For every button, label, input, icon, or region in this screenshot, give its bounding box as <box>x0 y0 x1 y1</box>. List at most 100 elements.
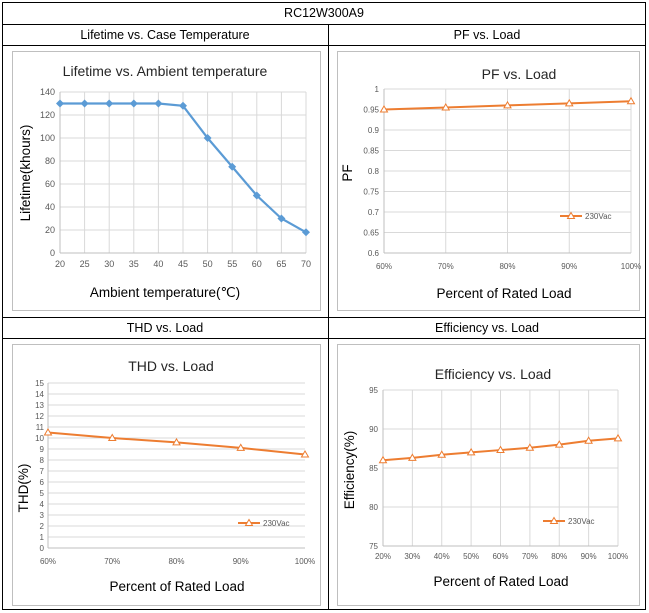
y-tick-label: 120 <box>40 110 55 120</box>
data-point <box>179 101 187 110</box>
y-tick-label: 95 <box>369 386 378 395</box>
x-tick-label: 45 <box>178 259 188 269</box>
x-tick-label: 80% <box>551 552 567 561</box>
data-point <box>408 453 417 461</box>
y-tick-label: 9 <box>40 445 45 454</box>
data-point <box>203 134 212 142</box>
data-point <box>378 455 388 464</box>
table-border-right <box>645 2 646 610</box>
y-tick-label: 0 <box>40 544 45 553</box>
y-tick-label: 0.6 <box>368 249 380 258</box>
x-tick-label: 60% <box>376 262 392 271</box>
legend-label: 230Vac <box>585 212 612 221</box>
x-tick-label: 65 <box>276 259 286 269</box>
y-tick-label: 4 <box>40 500 45 509</box>
legend-marker <box>244 518 254 526</box>
table-line-row1-header <box>2 45 646 46</box>
table-border-bottom <box>2 609 646 610</box>
chart-frame-thd <box>12 344 321 606</box>
chart-frame-pf <box>337 51 640 311</box>
x-tick-label: 20% <box>375 552 391 561</box>
y-tick-label: 0.8 <box>368 167 380 176</box>
data-point <box>228 162 237 171</box>
y-axis-title: Lifetime(khours) <box>18 125 33 222</box>
x-axis-title: Percent of Rated Load <box>436 286 571 301</box>
x-tick-label: 70 <box>301 259 311 269</box>
x-tick-label: 30% <box>404 552 420 561</box>
x-tick-label: 100% <box>621 262 641 271</box>
data-point <box>300 450 310 458</box>
x-tick-label: 55 <box>227 259 237 269</box>
data-point <box>252 191 261 200</box>
data-point <box>564 98 574 107</box>
data-point <box>437 450 447 458</box>
data-point <box>154 99 163 108</box>
chart-title: Efficiency vs. Load <box>435 366 551 382</box>
cell-header-efficiency: Efficiency vs. Load <box>435 321 539 335</box>
x-tick-label: 80% <box>499 262 515 271</box>
legend-marker <box>549 516 559 524</box>
y-tick-label: 140 <box>40 87 55 97</box>
x-tick-label: 100% <box>295 557 315 566</box>
data-point <box>129 99 138 108</box>
x-tick-label: 90% <box>581 552 597 561</box>
x-tick-label: 100% <box>608 552 628 561</box>
x-tick-label: 60% <box>40 557 56 566</box>
cell-header-lifetime: Lifetime vs. Case Temperature <box>80 28 250 42</box>
data-point <box>105 99 114 108</box>
y-tick-label: 40 <box>45 202 55 212</box>
chart-title: Lifetime vs. Ambient temperature <box>63 63 268 79</box>
x-tick-label: 25 <box>80 259 90 269</box>
x-tick-label: 70% <box>522 552 538 561</box>
data-point <box>466 447 476 456</box>
x-tick-label: 90% <box>561 262 577 271</box>
y-tick-label: 5 <box>40 489 45 498</box>
x-tick-label: 20 <box>55 259 65 269</box>
x-tick-label: 70% <box>104 557 120 566</box>
data-point <box>525 443 535 451</box>
table-line-center <box>328 24 329 610</box>
y-tick-label: 1 <box>375 85 380 94</box>
chart-title: PF vs. Load <box>482 66 557 82</box>
y-tick-label: 13 <box>35 401 44 410</box>
y-tick-label: 12 <box>35 412 44 421</box>
chart-frame-efficiency <box>337 344 640 606</box>
cell-header-pf: PF vs. Load <box>453 28 521 42</box>
data-point <box>172 437 181 446</box>
table-line-mid <box>2 317 646 318</box>
data-point <box>503 100 512 109</box>
table-border-left <box>2 2 3 610</box>
y-axis-title: Efficiency(%) <box>342 431 357 510</box>
y-tick-label: 90 <box>369 425 378 434</box>
y-tick-label: 0.95 <box>363 106 379 115</box>
table-line-row2-header <box>2 338 646 339</box>
y-tick-label: 0 <box>50 248 55 258</box>
y-tick-label: 20 <box>45 225 55 235</box>
y-tick-label: 14 <box>35 390 44 399</box>
y-tick-label: 80 <box>369 503 378 512</box>
legend-label: 230Vac <box>263 519 290 528</box>
x-tick-label: 80% <box>168 557 184 566</box>
data-point <box>379 105 389 113</box>
y-tick-label: 2 <box>40 522 45 531</box>
chart-title: THD vs. Load <box>128 358 214 374</box>
y-tick-label: 7 <box>40 467 45 476</box>
data-point <box>107 433 117 441</box>
data-point <box>302 228 310 237</box>
y-tick-label: 100 <box>40 133 55 143</box>
x-tick-label: 50% <box>463 552 479 561</box>
y-tick-label: 10 <box>35 434 44 443</box>
table-line-title <box>2 24 646 25</box>
y-tick-label: 15 <box>35 379 44 388</box>
x-tick-label: 40 <box>153 259 163 269</box>
y-tick-label: 0.75 <box>363 188 379 197</box>
data-point <box>584 436 593 444</box>
cell-header-thd: THD vs. Load <box>126 321 204 335</box>
y-tick-label: 75 <box>369 542 378 551</box>
data-point <box>80 99 89 108</box>
x-axis-title: Percent of Rated Load <box>433 574 568 589</box>
y-tick-label: 60 <box>45 179 55 189</box>
